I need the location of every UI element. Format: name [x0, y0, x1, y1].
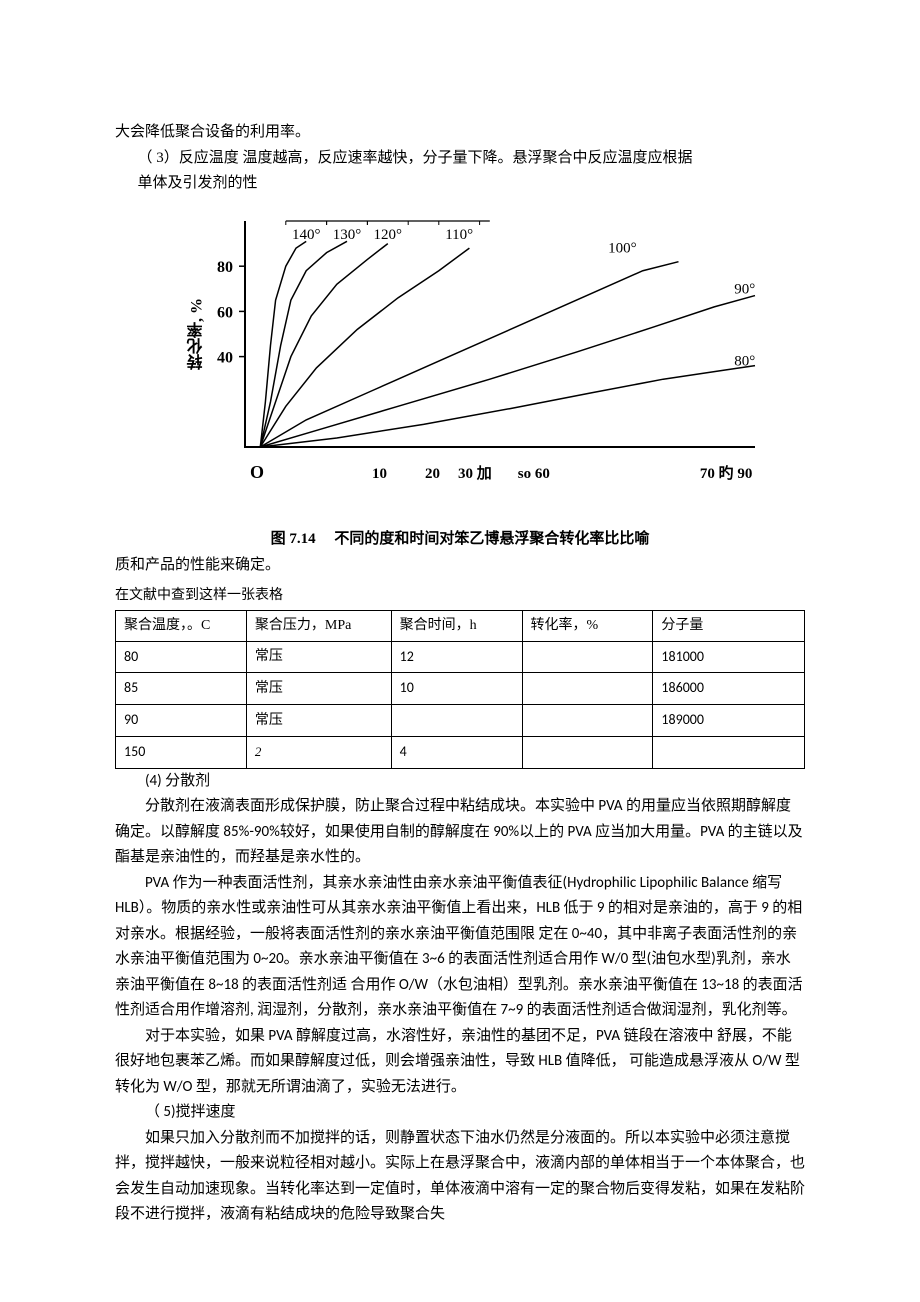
x-tick-label: 10: [372, 466, 387, 482]
svg-text:80°: 80°: [734, 353, 755, 369]
conversion-chart: 40 60 80 转化率, % 140° 130° 120° 110° 100° 90° 80° O…: [175, 207, 790, 488]
item-3-line-1: （ 3）反应温度 温度越高，反应速率越快，分子量下降。悬浮聚合中反应温度应根据: [115, 146, 805, 172]
table-cell: [391, 705, 522, 737]
svg-text:40: 40: [217, 349, 233, 366]
x-tick-label: 70 旳 90: [700, 466, 753, 482]
svg-text:60: 60: [217, 304, 233, 321]
table-cell: 2: [246, 737, 391, 769]
intro-paragraph: 大会降低聚合设备的利用率。: [115, 120, 805, 146]
figure-caption: 图 7.14 不同的度和时间对笨乙博悬浮聚合转化率比比喻: [115, 527, 805, 553]
table-cell: 常压: [246, 673, 391, 705]
table-cell: 常压: [246, 705, 391, 737]
x-axis-row: O 10 20 30 加 so 60 70 旳 90: [250, 457, 790, 488]
svg-text:120°: 120°: [374, 227, 403, 243]
table-cell: 90: [116, 705, 247, 737]
figure-number: 图 7.14: [271, 531, 316, 547]
svg-text:130°: 130°: [333, 227, 362, 243]
table-cell: [653, 737, 805, 769]
x-tick-label: 30 加: [458, 466, 492, 482]
section-5-p1: 如果只加入分散剂而不加搅拌的话，则静置状态下油水仍然是分液面的。所以本实验中必须…: [115, 1126, 805, 1228]
svg-text:转化率, %: 转化率, %: [187, 298, 206, 371]
table-cell: 4: [391, 737, 522, 769]
table-header-cell: 聚合温度，。C: [116, 610, 247, 641]
table-cell: 150: [116, 737, 247, 769]
after-caption-line: 质和产品的性能来确定。: [115, 553, 805, 579]
table-header-cell: 聚合压力，MPa: [246, 610, 391, 641]
table-cell: 12: [391, 641, 522, 673]
table-cell: [522, 641, 653, 673]
table-cell: [522, 705, 653, 737]
table-cell: 常压: [246, 641, 391, 673]
svg-text:90°: 90°: [734, 281, 755, 297]
table-cell: [522, 673, 653, 705]
section-4-p3: 对于本实验，如果 PVA 醇解度过高，水溶性好，亲油性的基团不足，PVA 链段在…: [115, 1024, 805, 1101]
section-4-p1: 分散剂在液滴表面形成保护膜，防止聚合过程中粘结成块。本实验中 PVA 的用量应当…: [115, 794, 805, 871]
table-cell: 181000: [653, 641, 805, 673]
x-tick-label: so 60: [518, 466, 550, 482]
table-cell: [522, 737, 653, 769]
table-row: 90常压 189000: [116, 705, 805, 737]
polymerization-table: 聚合温度，。C聚合压力，MPa聚合时间，h转化率，%分子量 80常压121810…: [115, 610, 805, 769]
svg-text:100°: 100°: [608, 240, 637, 256]
table-header-row: 聚合温度，。C聚合压力，MPa聚合时间，h转化率，%分子量: [116, 610, 805, 641]
section-4-head: (4) 分散剂: [115, 769, 805, 795]
axis-zero: O: [250, 457, 264, 488]
table-cell: 85: [116, 673, 247, 705]
chart-svg: 40 60 80 转化率, % 140° 130° 120° 110° 100° 90° 80°: [175, 207, 790, 457]
table-header-cell: 聚合时间，h: [391, 610, 522, 641]
table-header-cell: 分子量: [653, 610, 805, 641]
svg-text:110°: 110°: [445, 227, 473, 243]
section-4-p2: PVA 作为一种表面活性剂，其亲水亲油性由亲水亲油平衡值表征(Hydrophil…: [115, 871, 805, 1024]
table-row: 85常压10 186000: [116, 673, 805, 705]
table-header-cell: 转化率，%: [522, 610, 653, 641]
svg-text:80: 80: [217, 259, 233, 276]
table-row: 15024: [116, 737, 805, 769]
section-5-head: （ 5)搅拌速度: [115, 1100, 805, 1126]
table-intro: 在文献中查到这样一张表格: [115, 584, 805, 608]
table-cell: 10: [391, 673, 522, 705]
svg-text:140°: 140°: [292, 227, 321, 243]
x-tick-label: 20: [425, 466, 440, 482]
x-axis-labels: 10 20 30 加 so 60 70 旳 90: [324, 462, 752, 488]
table-cell: 80: [116, 641, 247, 673]
table-cell: 186000: [653, 673, 805, 705]
item-3-line-2: 单体及引发剂的性: [115, 171, 805, 197]
table-body: 80常压1218100085常压1018600090常压18900015024: [116, 641, 805, 768]
figure-title: 不同的度和时间对笨乙博悬浮聚合转化率比比喻: [334, 531, 649, 547]
table-row: 80常压12 181000: [116, 641, 805, 673]
table-cell: 189000: [653, 705, 805, 737]
